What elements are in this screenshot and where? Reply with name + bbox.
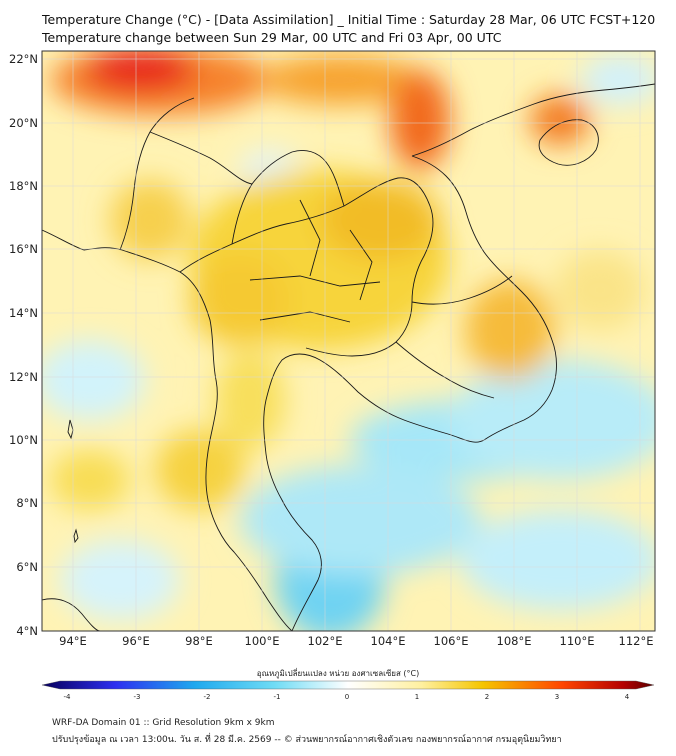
lat-label: 22°N (9, 52, 38, 66)
lon-label: 106°E (434, 634, 469, 648)
lat-label: 16°N (9, 242, 38, 256)
lon-label: 108°E (497, 634, 532, 648)
lat-label: 14°N (9, 306, 38, 320)
lon-label: 100°E (245, 634, 280, 648)
lon-label: 110°E (560, 634, 595, 648)
colorbar-tick: 0 (345, 693, 349, 701)
lon-label: 94°E (59, 634, 87, 648)
lat-label: 4°N (16, 624, 38, 638)
lat-label: 12°N (9, 370, 38, 384)
lon-label: 102°E (308, 634, 343, 648)
colorbar-label: อุณหภูมิเปลี่ยนแปลง หน่วย องศาเซลเซียส (… (256, 669, 420, 678)
colorbar-tick: 3 (555, 693, 559, 701)
lat-label: 10°N (9, 433, 38, 447)
map-subtitle: Temperature change between Sun 29 Mar, 0… (42, 30, 502, 45)
lat-label: 18°N (9, 179, 38, 193)
longitude-labels: 94°E 96°E 98°E 100°E 102°E 104°E 106°E 1… (59, 634, 653, 648)
map-title: Temperature Change (°C) - [Data Assimila… (42, 12, 656, 27)
colorbar-tick: 4 (625, 693, 630, 701)
map-frame (41, 50, 656, 632)
lat-label: 6°N (16, 560, 38, 574)
colorbar-tick: -2 (204, 693, 211, 701)
lon-label: 96°E (122, 634, 150, 648)
colorbar-tick: 2 (485, 693, 489, 701)
lon-label: 104°E (371, 634, 406, 648)
lon-label: 98°E (185, 634, 213, 648)
footer-domain: WRF-DA Domain 01 :: Grid Resolution 9km … (52, 718, 275, 728)
colorbar-tick: 1 (415, 693, 419, 701)
colorbar: -4 -3 -2 -1 0 1 2 3 4 (41, 680, 655, 701)
colorbar-tick: -1 (274, 693, 281, 701)
lat-label: 20°N (9, 116, 38, 130)
temperature-field (42, 51, 655, 631)
footer-credit: ปรับปรุงข้อมูล ณ เวลา 13:00น. วัน ส. ที่… (52, 735, 562, 745)
colorbar-tick: -3 (134, 693, 141, 701)
graticule (42, 51, 655, 631)
lat-label: 8°N (16, 496, 38, 510)
boundaries (42, 83, 655, 631)
latitude-labels: 22°N 20°N 18°N 16°N 14°N 12°N 10°N 8°N 6… (9, 52, 38, 638)
colorbar-tick: -4 (64, 693, 72, 701)
lon-label: 112°E (619, 634, 654, 648)
colorbar-bar (41, 680, 655, 690)
